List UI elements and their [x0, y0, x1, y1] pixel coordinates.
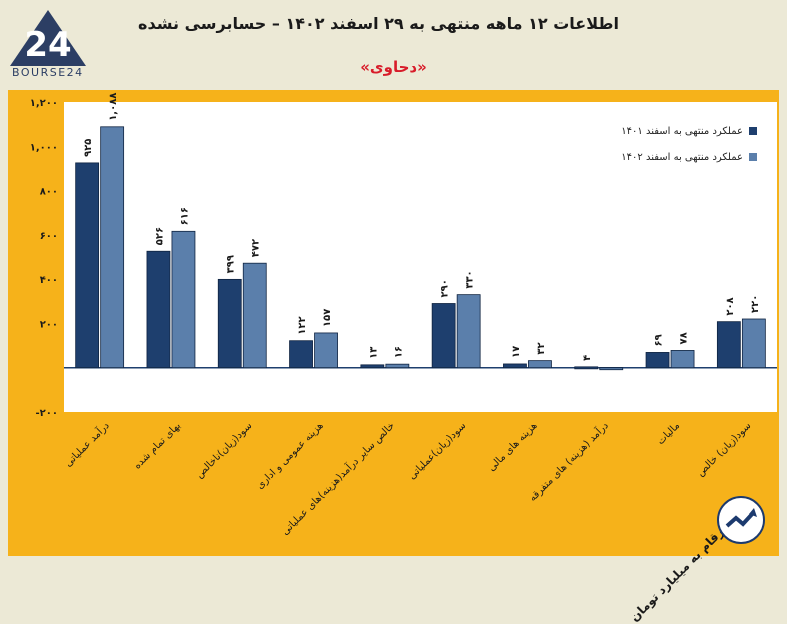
bar-1401 — [217, 278, 242, 369]
y-tick-label: ۸۰۰ — [40, 187, 58, 198]
data-label: ۴۷۲ — [251, 239, 262, 257]
data-label: ۷۸ — [679, 332, 690, 344]
data-label: ۳۹۹ — [226, 255, 237, 273]
trend-arrow-icon — [725, 508, 757, 528]
y-tick-label: ۶۰۰ — [40, 231, 58, 242]
bar-1401 — [289, 340, 313, 369]
logo-mark: 24 — [10, 10, 86, 66]
data-label: ۲۲۰ — [750, 295, 761, 313]
bar-1402 — [242, 262, 267, 369]
legend-swatch-1402 — [749, 153, 757, 161]
bar-chart: -۲۰۰ ۲۰۰ ۴۰۰ ۶۰۰ ۸۰۰ ۱,۰۰۰ ۱,۲۰۰ ۹۲۵ ۱,۰۸۸ درآمد … — [30, 93, 777, 538]
y-tick-label: ۱,۲۰۰ — [30, 98, 58, 109]
brand-badge — [717, 496, 765, 544]
x-tick-label: درآمد عملیاتی — [62, 419, 112, 469]
data-label: ۶۱۶ — [179, 207, 190, 225]
bar-1402 — [314, 332, 338, 369]
y-tick-label: ۲۰۰ — [40, 319, 58, 330]
bar-1402 — [741, 318, 766, 369]
x-tick-label: سود(زیان)عملیاتی — [407, 420, 469, 482]
bar-1401 — [146, 250, 171, 369]
bar-1402 — [670, 350, 695, 369]
bar-1402 — [171, 230, 196, 369]
x-tick-label: بهای تمام شده — [132, 420, 183, 471]
company-name: «دحاوی» — [360, 58, 427, 76]
legend-item-1401: عملکرد منتهی به اسفند ۱۴۰۱ — [621, 126, 757, 137]
data-label: ۱۶ — [393, 346, 404, 358]
bar-1401 — [431, 303, 456, 369]
x-tick-label: مالیات — [655, 420, 682, 447]
bar-1401 — [75, 162, 100, 369]
data-label: ۹۲۵ — [83, 139, 94, 157]
x-tick-label: درآمد (هزینه) های متفرقه — [526, 419, 611, 504]
x-tick-label: هزینه عمومی و اداری — [255, 420, 326, 491]
svg-text:24: 24 — [24, 25, 71, 65]
bar-1402 — [385, 363, 410, 369]
bar-1401 — [574, 366, 599, 370]
bar-1402 — [528, 360, 552, 369]
legend-swatch-1401 — [749, 127, 757, 135]
legend-label-1402: عملکرد منتهی به اسفند ۱۴۰۲ — [621, 152, 743, 163]
data-label: ۲۹۰ — [440, 279, 451, 297]
data-label: ۲۰۸ — [725, 297, 736, 315]
y-tick-label: ۱,۰۰۰ — [30, 142, 58, 153]
logo-text: BOURSE24 — [12, 66, 84, 79]
bar-1401 — [645, 352, 670, 369]
data-label: ۳۲ — [536, 342, 547, 354]
data-label: ۶۹ — [654, 334, 665, 346]
data-label: ۵۲۶ — [154, 227, 165, 245]
x-tick-label: هزینه های مالی — [486, 420, 539, 473]
legend-item-1402: عملکرد منتهی به اسفند ۱۴۰۲ — [621, 152, 757, 163]
bar-1402 — [599, 367, 624, 371]
data-label: ۱,۰۸۸ — [108, 93, 119, 121]
data-label: ۱۳ — [368, 347, 379, 359]
bar-1401 — [503, 363, 527, 369]
x-tick-label: سود(زیان) خالص — [695, 420, 753, 478]
chart-title: اطلاعات ۱۲ ماهه منتهی به ۲۹ اسفند ۱۴۰۲ –… — [138, 14, 619, 33]
chart-panel: -۲۰۰ ۲۰۰ ۴۰۰ ۶۰۰ ۸۰۰ ۱,۰۰۰ ۱,۲۰۰ ۹۲۵ ۱,۰۸۸ درآمد … — [8, 90, 779, 624]
x-tick-label: خالص سایر درآمد(هزینه)های عملیاتی — [278, 419, 397, 538]
data-label: ۱۵۷ — [322, 309, 333, 327]
data-label: ۳۳۰ — [465, 270, 476, 288]
bar-1401 — [716, 321, 741, 369]
x-tick-label: سود(زیان)ناخالص — [194, 420, 254, 480]
data-label: ۴ — [582, 355, 593, 361]
legend-label-1401: عملکرد منتهی به اسفند ۱۴۰۱ — [621, 126, 743, 137]
bar-1402 — [100, 126, 125, 369]
y-tick-label: -۲۰۰ — [36, 408, 58, 419]
data-label: ۱۷ — [511, 346, 522, 358]
y-tick-label: ۴۰۰ — [40, 275, 58, 286]
bar-1401 — [360, 364, 385, 369]
bar-1402 — [456, 294, 481, 369]
data-label: ۱۲۲ — [297, 316, 308, 334]
